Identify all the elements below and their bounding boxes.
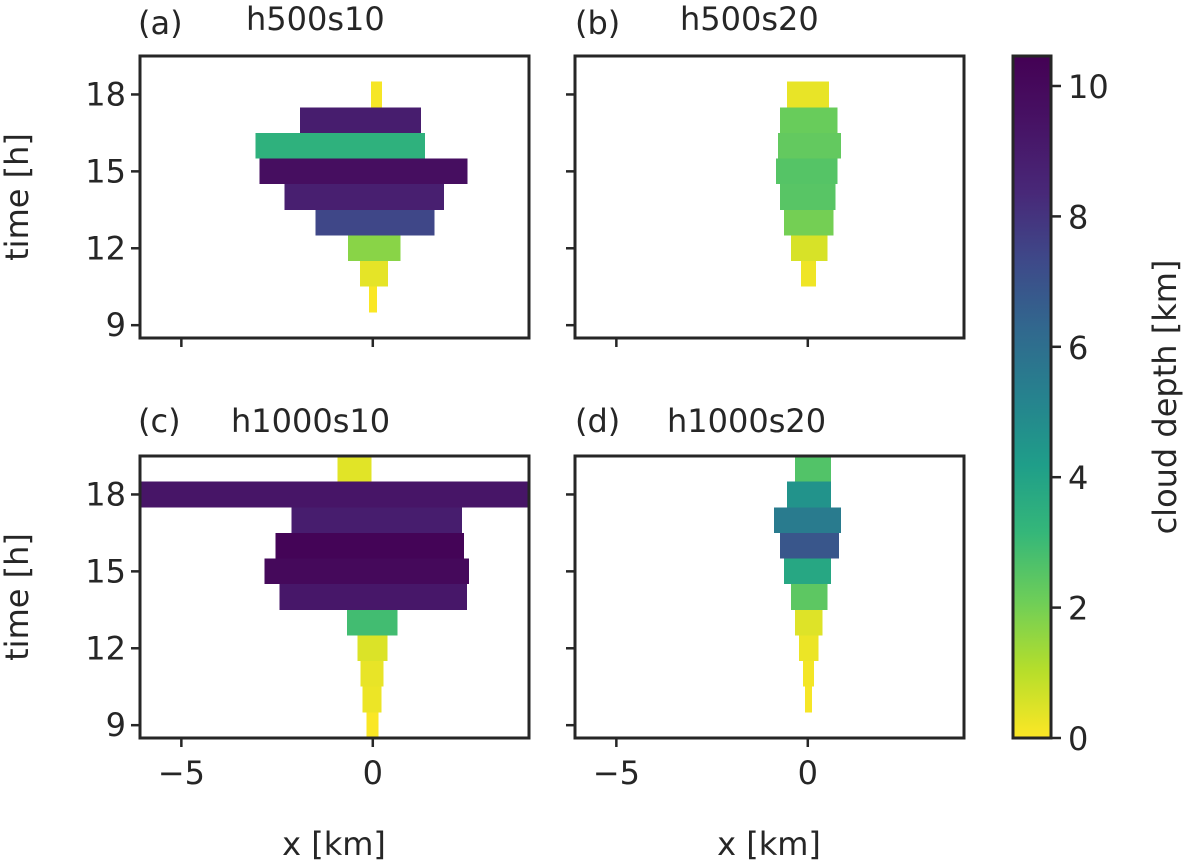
panel-b-title: h500s20 <box>680 0 819 38</box>
y-tick-label: 18 <box>85 475 126 513</box>
cloud-bar <box>140 481 529 508</box>
cloud-bar <box>780 532 840 559</box>
cloud-bar <box>368 286 377 313</box>
panel-b: (b) h500s20 <box>566 0 966 347</box>
cloud-bar <box>315 209 435 236</box>
cloud-bar <box>784 558 832 585</box>
axes-frame <box>138 454 531 740</box>
colorbar-tick-label: 8 <box>1068 198 1088 236</box>
colorbar-tick-label: 2 <box>1068 590 1088 628</box>
y-axis-label-bottom: time [h] <box>0 533 36 661</box>
colorbar-tick-label: 6 <box>1068 329 1088 367</box>
cloud-bar <box>362 686 382 713</box>
axes-frame <box>573 454 966 740</box>
cloud-bar <box>784 209 834 236</box>
bars-a <box>255 81 468 313</box>
y-axis-label-top: time [h] <box>0 133 36 261</box>
y-tick-label: 15 <box>85 152 126 190</box>
colorbar-frame <box>1011 54 1053 740</box>
cloud-bar <box>790 584 828 610</box>
cloud-bar <box>300 107 422 133</box>
y-tick-label: 12 <box>85 629 126 667</box>
colorbar: cloud depth [km] 0 2 4 6 8 10 <box>1011 54 1184 758</box>
panel-c-label: (c) <box>138 402 181 440</box>
cloud-bar <box>347 609 398 636</box>
axes-frame <box>138 54 531 340</box>
cloud-bar <box>795 609 823 636</box>
y-tick-label: 12 <box>85 229 126 267</box>
axes-frame <box>573 54 966 340</box>
cloud-bar <box>370 81 382 108</box>
cloud-bar <box>795 456 832 482</box>
panel-a: (a) h500s10 9 12 15 18 <box>85 0 531 347</box>
cloud-bar <box>798 635 819 662</box>
cloud-bar <box>360 661 384 687</box>
cloud-bar <box>780 107 838 133</box>
cloud-bar <box>776 158 838 185</box>
y-tick-label: 9 <box>106 706 126 744</box>
panel-d: (d) h1000s20 −5 0 <box>566 402 966 792</box>
colorbar-tick-label: 0 <box>1068 720 1088 758</box>
x-axis-label-left: x [km] <box>282 825 386 862</box>
cloud-bar <box>337 456 372 482</box>
x-tick-label: −5 <box>593 754 640 792</box>
cloud-bar <box>790 235 828 262</box>
cloud-bar <box>347 235 401 262</box>
bars-b <box>776 81 842 287</box>
panel-b-label: (b) <box>575 4 620 42</box>
cloud-bar <box>774 507 842 533</box>
panel-a-label: (a) <box>138 4 183 42</box>
x-tick-label: −5 <box>158 754 205 792</box>
cloud-bar <box>805 686 812 713</box>
colorbar-tick-label: 4 <box>1068 459 1088 497</box>
y-tick-label: 15 <box>85 552 126 590</box>
cloud-bar <box>802 661 814 687</box>
cloud-bar <box>259 158 468 185</box>
bars-c <box>140 456 529 738</box>
cloud-bar <box>291 507 462 533</box>
panel-d-title: h1000s20 <box>667 402 826 440</box>
cloud-bar <box>800 261 817 287</box>
cloud-bar <box>777 132 842 159</box>
cloud-bar <box>360 261 389 287</box>
x-tick-label: 0 <box>363 754 383 792</box>
cloud-bar <box>255 132 425 159</box>
x-axis-label-right: x [km] <box>717 825 821 862</box>
panel-d-label: (d) <box>575 402 620 440</box>
y-tick-label: 18 <box>85 75 126 113</box>
cloud-bar <box>787 481 832 508</box>
cloud-bar <box>284 184 445 210</box>
cloud-bar <box>264 558 469 585</box>
cloud-bar <box>279 584 467 610</box>
cloud-bar <box>357 635 388 662</box>
panel-c-title: h1000s10 <box>231 402 390 440</box>
colorbar-label: cloud depth [km] <box>1146 260 1184 535</box>
cloud-bar <box>275 532 464 559</box>
x-tick-label: 0 <box>798 754 818 792</box>
colorbar-tick-label: 10 <box>1068 68 1109 106</box>
cloud-bar <box>780 184 836 210</box>
bars-d <box>774 456 842 713</box>
colorbar-gradient <box>1013 56 1051 738</box>
y-tick-label: 9 <box>106 306 126 344</box>
cloud-bar <box>366 712 379 738</box>
panel-a-title: h500s10 <box>246 0 385 38</box>
panel-c: (c) h1000s10 9 12 15 18 −5 0 <box>85 402 531 792</box>
cloud-bar <box>787 81 830 108</box>
